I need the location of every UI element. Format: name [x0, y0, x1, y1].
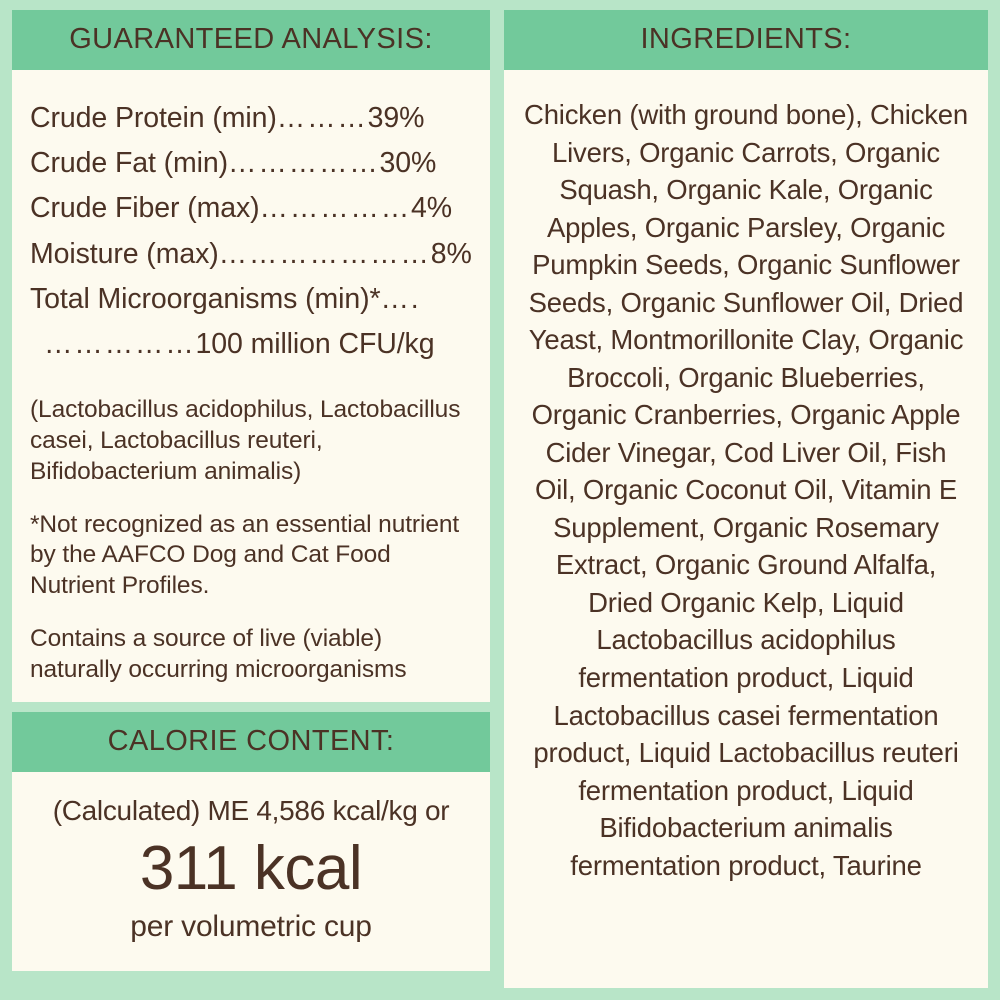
aafco-footnote: *Not recognized as an essential nutrient… — [30, 510, 460, 600]
analysis-row-value: 8% — [430, 237, 472, 270]
analysis-row: Crude Protein (min)………39% — [30, 96, 472, 141]
analysis-row-value: 4% — [411, 192, 453, 225]
calorie-content-header: CALORIE CONTENT: — [12, 711, 490, 772]
ingredients-header: INGREDIENTS: — [504, 10, 988, 70]
analysis-row: Crude Fat (min)……………30% — [30, 141, 472, 186]
analysis-row-dots: …. — [380, 282, 421, 315]
ingredients-text: Chicken (with ground bone), Chicken Live… — [504, 70, 988, 988]
analysis-row: Moisture (max)…………………8% — [30, 232, 472, 277]
analysis-row-value: 39% — [367, 102, 425, 134]
analysis-row-value: 100 million CFU/kg — [195, 327, 435, 360]
calorie-per-cup-label: per volumetric cup — [130, 909, 372, 943]
analysis-row-label: Crude Fat (min) — [30, 147, 229, 180]
live-microorganisms-note: Contains a source of live (viable) natur… — [30, 625, 407, 684]
calorie-content-body: (Calculated) ME 4,586 kcal/kg or 311 kca… — [12, 771, 490, 971]
right-column: INGREDIENTS: Chicken (with ground bone),… — [504, 10, 988, 988]
analysis-row-dots: …………… — [259, 192, 412, 225]
analysis-row-dots: …………… — [44, 327, 196, 360]
guaranteed-analysis-body: Crude Protein (min)………39% Crude Fat (min… — [12, 70, 490, 702]
guaranteed-analysis-header: GUARANTEED ANALYSIS: — [12, 10, 490, 70]
analysis-row-dots: …………… — [228, 147, 380, 180]
analysis-row-dots: ………………… — [218, 237, 431, 270]
analysis-row-microorganisms: Total Microorganisms (min)*…. — [30, 277, 472, 322]
calorie-per-kg: (Calculated) ME 4,586 kcal/kg or — [52, 794, 450, 826]
analysis-row-microorganisms-value: ……………100 million CFU/kg — [30, 322, 472, 367]
left-column: GUARANTEED ANALYSIS: Crude Protein (min)… — [12, 10, 490, 988]
analysis-row-label: Crude Fiber (max) — [30, 192, 260, 225]
analysis-row-label: Crude Protein (min) — [30, 102, 277, 134]
analysis-row-label: Moisture (max) — [30, 237, 219, 270]
calorie-content-section: CALORIE CONTENT: (Calculated) ME 4,586 k… — [12, 711, 490, 971]
analysis-row: Crude Fiber (max)……………4% — [30, 186, 472, 231]
analysis-row-value: 30% — [379, 147, 437, 180]
analysis-row-dots: ……… — [276, 102, 368, 134]
probiotic-strains-note: (Lactobacillus acidophilus, Lactobacillu… — [30, 396, 461, 485]
analysis-row-label: Total Microorganisms (min)* — [30, 282, 381, 315]
calorie-per-cup-value: 311 kcal — [139, 833, 363, 903]
